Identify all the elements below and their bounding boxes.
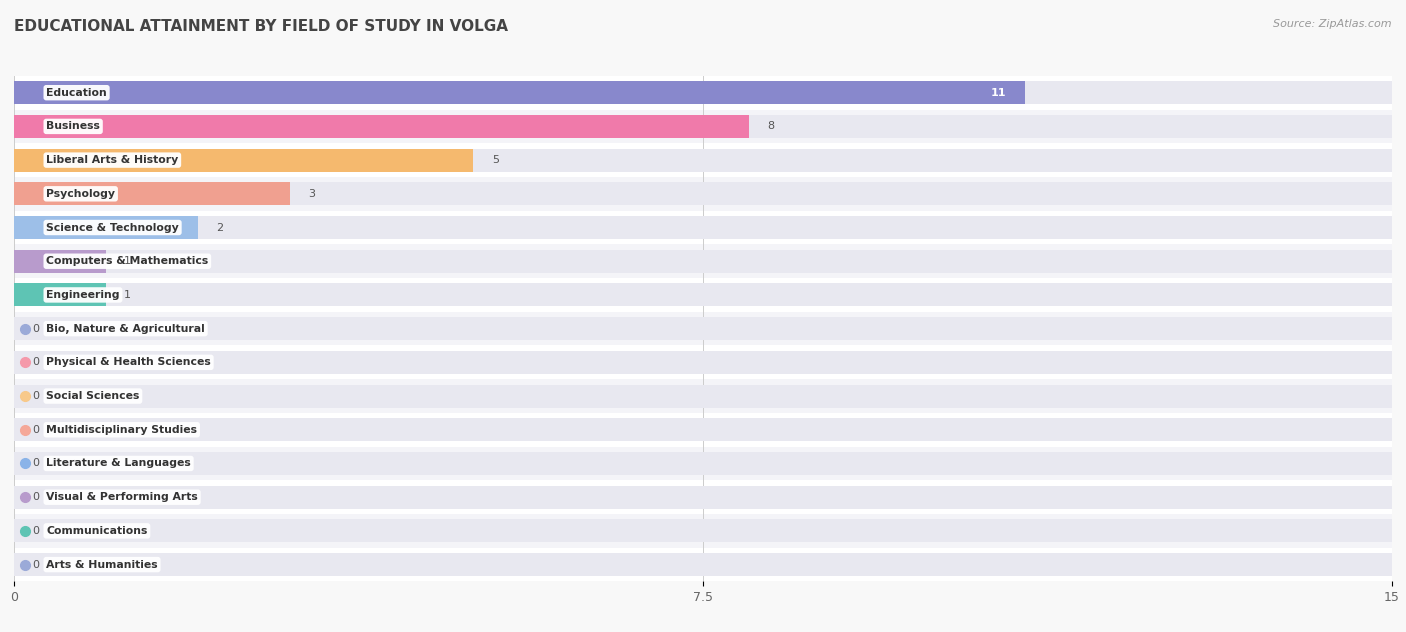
Text: 0: 0	[32, 425, 39, 435]
Bar	[14, 109, 1392, 143]
Text: Engineering: Engineering	[46, 290, 120, 300]
Bar	[14, 452, 1392, 475]
Text: 2: 2	[217, 222, 224, 233]
Text: Communications: Communications	[46, 526, 148, 536]
Text: Visual & Performing Arts: Visual & Performing Arts	[46, 492, 198, 502]
Text: Science & Technology: Science & Technology	[46, 222, 179, 233]
Text: Liberal Arts & History: Liberal Arts & History	[46, 155, 179, 165]
Bar	[14, 379, 1392, 413]
Bar	[14, 216, 1392, 239]
Bar	[14, 346, 1392, 379]
Bar	[14, 317, 1392, 340]
Text: Multidisciplinary Studies: Multidisciplinary Studies	[46, 425, 197, 435]
Text: Psychology: Psychology	[46, 189, 115, 199]
Bar	[14, 149, 474, 171]
Text: Arts & Humanities: Arts & Humanities	[46, 559, 157, 569]
Bar	[14, 553, 1392, 576]
Text: Literature & Languages: Literature & Languages	[46, 458, 191, 468]
Text: Source: ZipAtlas.com: Source: ZipAtlas.com	[1274, 19, 1392, 29]
Text: 3: 3	[308, 189, 315, 199]
Bar	[14, 284, 1392, 307]
Bar	[14, 351, 1392, 374]
Text: 1: 1	[124, 290, 131, 300]
Bar	[14, 210, 1392, 245]
Bar	[14, 115, 1392, 138]
Bar	[14, 250, 105, 272]
Text: Business: Business	[46, 121, 100, 131]
Bar	[14, 486, 1392, 509]
Bar	[14, 278, 1392, 312]
Bar	[14, 82, 1025, 104]
Text: 0: 0	[32, 391, 39, 401]
Text: 8: 8	[768, 121, 775, 131]
Text: Bio, Nature & Agricultural: Bio, Nature & Agricultural	[46, 324, 205, 334]
Bar	[14, 418, 1392, 441]
Text: 0: 0	[32, 559, 39, 569]
Bar	[14, 149, 1392, 171]
Text: 0: 0	[32, 492, 39, 502]
Text: 11: 11	[991, 88, 1007, 98]
Text: EDUCATIONAL ATTAINMENT BY FIELD OF STUDY IN VOLGA: EDUCATIONAL ATTAINMENT BY FIELD OF STUDY…	[14, 19, 508, 34]
Bar	[14, 514, 1392, 548]
Text: Education: Education	[46, 88, 107, 98]
Bar	[14, 183, 1392, 205]
Bar	[14, 284, 105, 307]
Bar	[14, 115, 749, 138]
Bar	[14, 245, 1392, 278]
Bar	[14, 413, 1392, 447]
Bar	[14, 548, 1392, 581]
Bar	[14, 250, 1392, 272]
Text: 1: 1	[124, 256, 131, 266]
Text: 0: 0	[32, 458, 39, 468]
Text: 0: 0	[32, 526, 39, 536]
Bar	[14, 82, 1392, 104]
Text: Physical & Health Sciences: Physical & Health Sciences	[46, 357, 211, 367]
Bar	[14, 480, 1392, 514]
Text: 0: 0	[32, 357, 39, 367]
Text: Social Sciences: Social Sciences	[46, 391, 139, 401]
Bar	[14, 312, 1392, 346]
Bar	[14, 385, 1392, 408]
Bar	[14, 177, 1392, 210]
Bar	[14, 520, 1392, 542]
Bar	[14, 143, 1392, 177]
Bar	[14, 76, 1392, 109]
Bar	[14, 216, 198, 239]
Bar	[14, 447, 1392, 480]
Bar	[14, 183, 290, 205]
Text: 0: 0	[32, 324, 39, 334]
Text: Computers & Mathematics: Computers & Mathematics	[46, 256, 208, 266]
Text: 5: 5	[492, 155, 499, 165]
